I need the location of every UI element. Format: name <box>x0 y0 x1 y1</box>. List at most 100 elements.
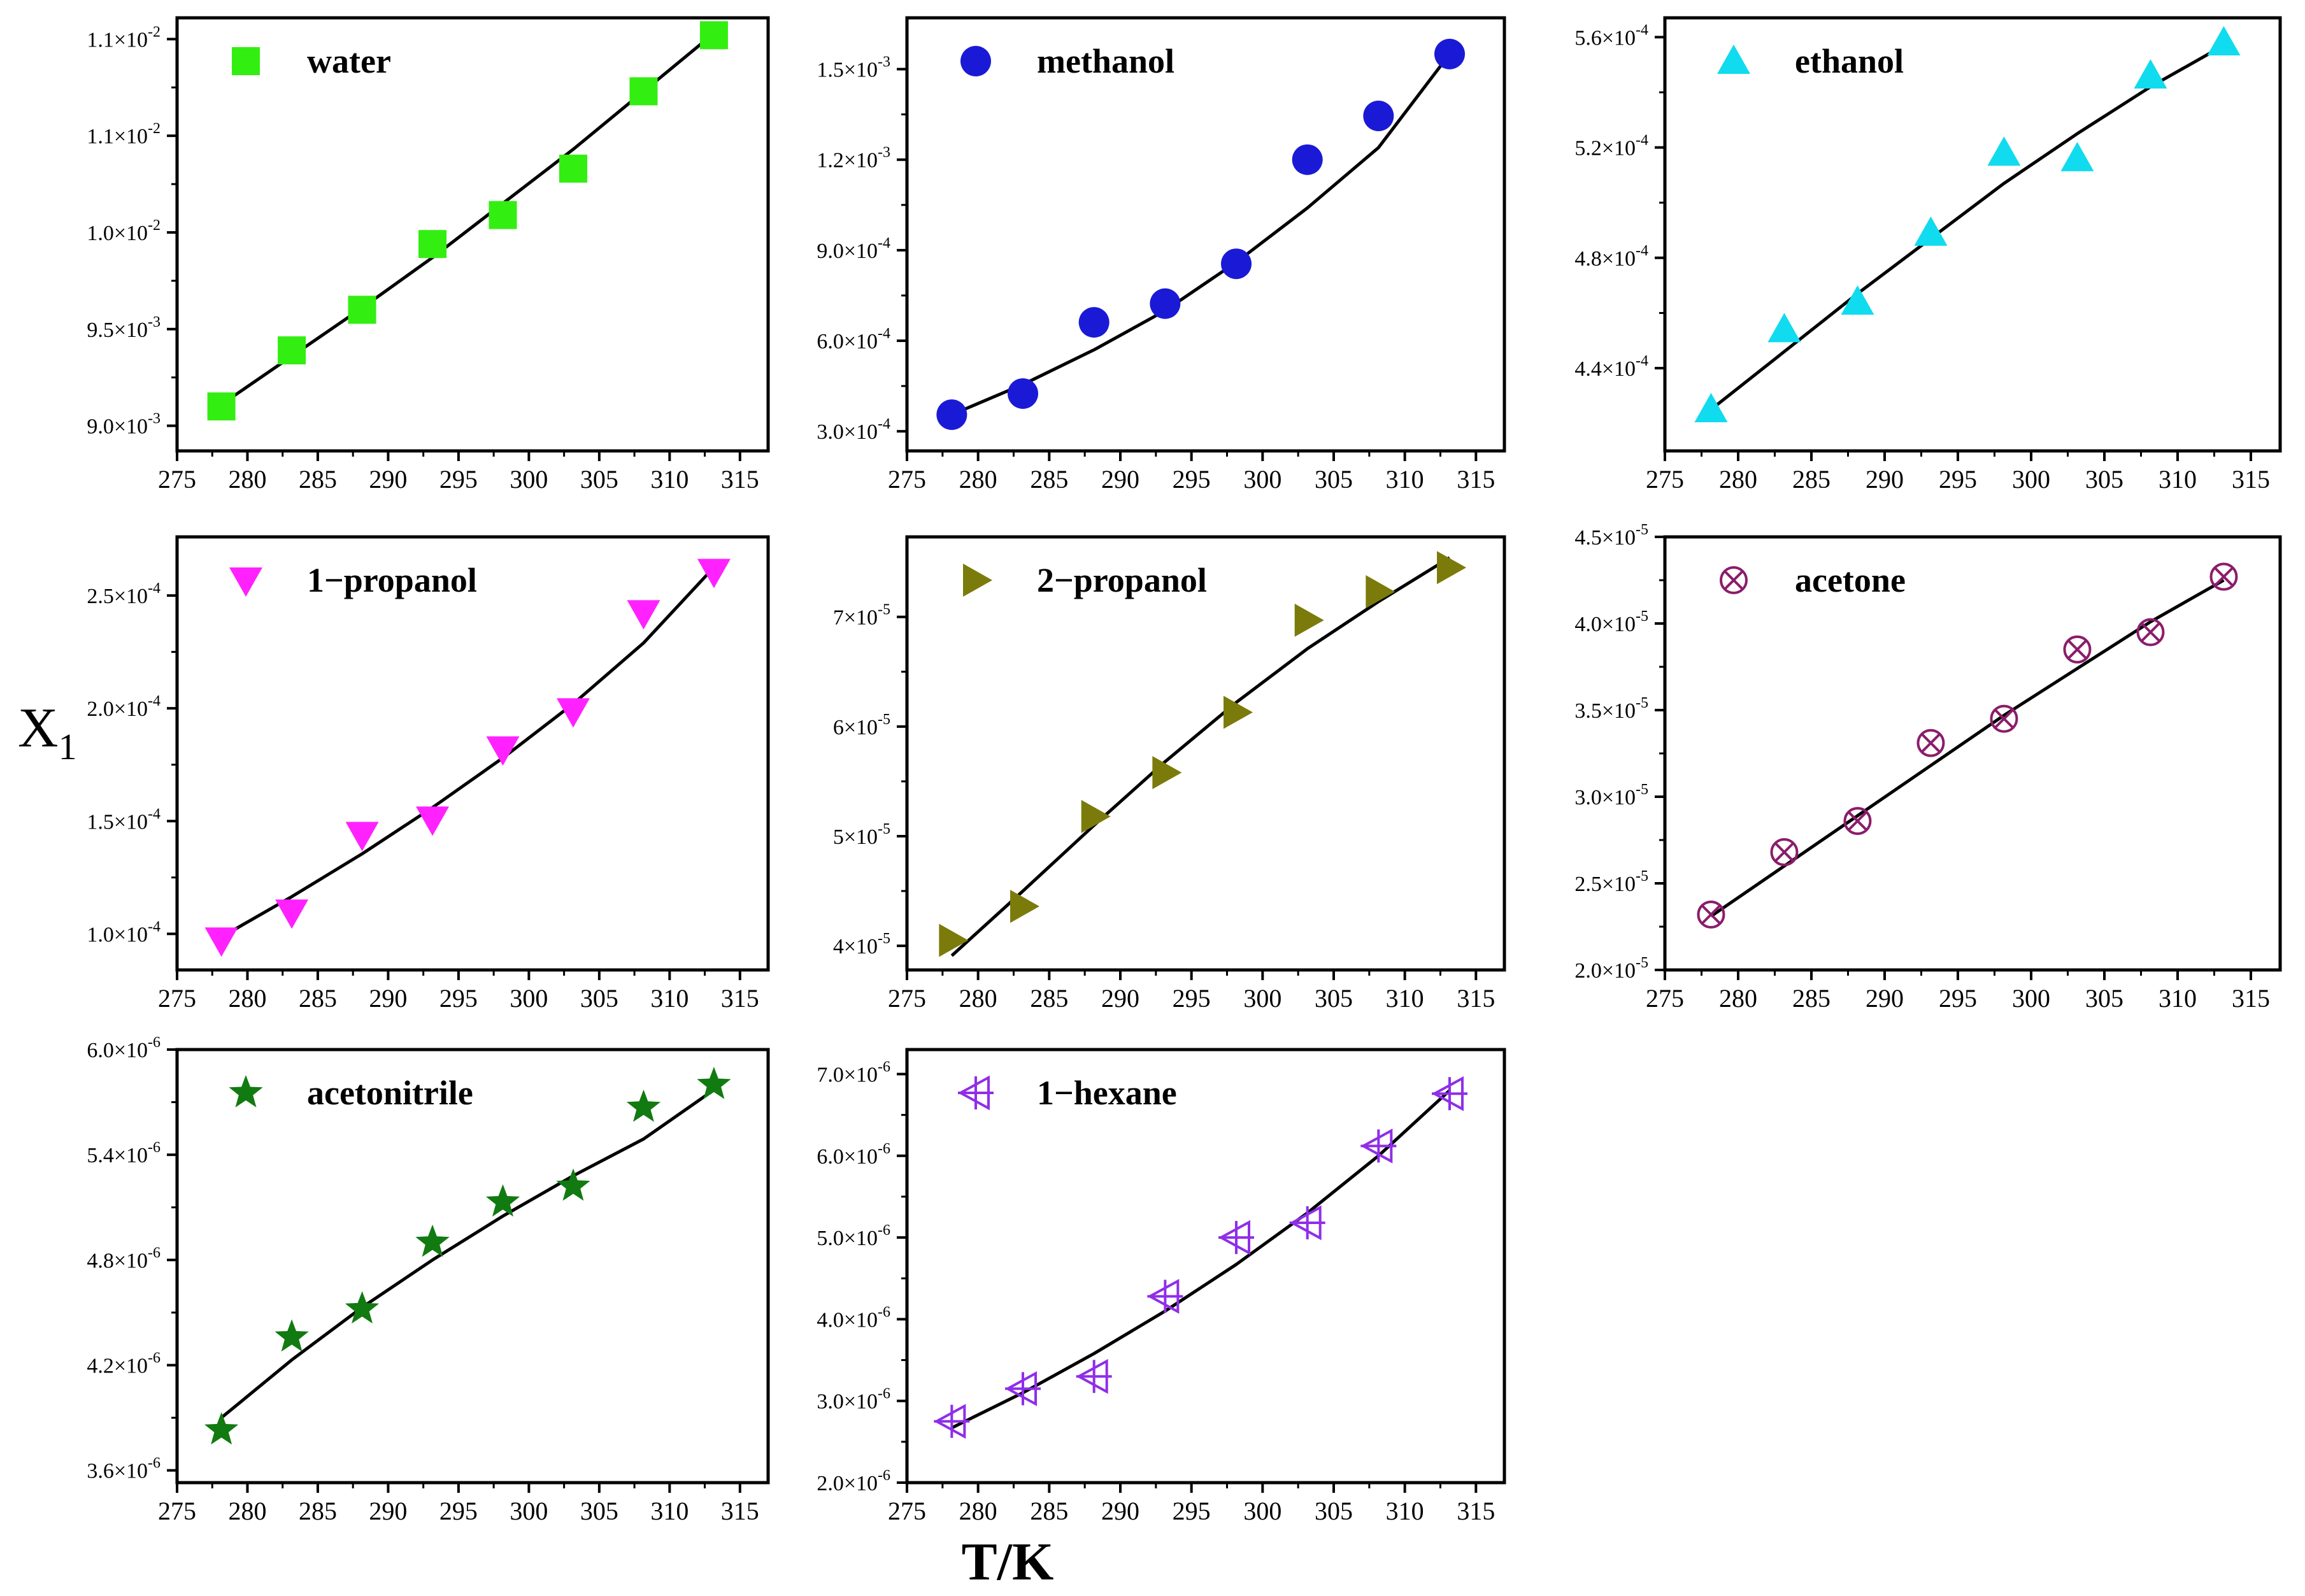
data-point <box>2207 25 2241 55</box>
legend-label: methanol <box>1037 42 1174 80</box>
data-point <box>345 1291 380 1324</box>
plot-frame <box>905 535 1506 972</box>
data-point <box>348 296 376 324</box>
panels: 275 280 285 290 295 300 305 310 315 9.0×10-3 9.5×1… <box>87 16 2282 1525</box>
legend-label: acetone <box>1795 561 1906 599</box>
data-point <box>697 559 731 588</box>
x-tick-label: 285 <box>299 1497 337 1525</box>
x-tick-label: 295 <box>439 1497 478 1525</box>
x-tick-label: 315 <box>1457 1497 1495 1525</box>
y-tick-label: 6.0×10-4 <box>817 325 890 353</box>
data-point <box>1916 729 1945 757</box>
x-tick-label: 315 <box>1457 465 1495 494</box>
data-point <box>556 1168 590 1201</box>
plot-frame <box>175 535 770 972</box>
x-tick-label: 305 <box>580 1497 618 1525</box>
data-point <box>1694 393 1728 423</box>
data-point <box>934 1404 970 1439</box>
data-point <box>1437 551 1467 585</box>
y-tick-label: 4.0×10-6 <box>817 1304 890 1332</box>
data-point <box>627 600 660 630</box>
y-tick-label: 7×10-5 <box>833 602 890 630</box>
data-point <box>1767 313 1801 343</box>
y-tick-label: 1.0×10-4 <box>87 918 161 946</box>
legend-label: acetonitrile <box>307 1074 473 1112</box>
legend-marker <box>232 47 260 75</box>
x-tick-label: 275 <box>888 1497 926 1525</box>
data-point <box>1914 216 1948 246</box>
x-tick-label: 310 <box>1386 984 1424 1013</box>
data-point <box>699 21 728 50</box>
fit-curve <box>220 566 715 939</box>
y-tick-label: 3.0×10-6 <box>817 1386 890 1414</box>
x-tick-label: 310 <box>650 1497 689 1525</box>
data-point <box>486 736 520 766</box>
x-tick-label: 275 <box>158 465 196 494</box>
x-tick-label: 300 <box>510 1497 548 1525</box>
y-tick-label: 1.1×10-2 <box>87 120 161 148</box>
y-tick-label: 2.0×10-4 <box>87 693 161 721</box>
y-tick-label: 4.8×10-6 <box>87 1244 161 1272</box>
x-tick-label: 275 <box>1646 984 1684 1013</box>
data-point <box>345 822 379 851</box>
x-tick-label: 280 <box>1719 984 1757 1013</box>
x-tick-label: 305 <box>1315 984 1353 1013</box>
x-tick-label: 310 <box>1386 465 1424 494</box>
y-tick-label: 2.0×10-6 <box>817 1467 890 1495</box>
y-tick-label: 3.0×10-5 <box>1574 781 1648 809</box>
x-tick-label: 315 <box>721 984 759 1013</box>
data-point <box>1990 704 2018 733</box>
x-tick-label: 305 <box>580 465 618 494</box>
y-tick-label: 3.5×10-5 <box>1574 695 1648 723</box>
data-point <box>1434 38 1466 69</box>
y-tick-label: 2.5×10-5 <box>1574 868 1648 896</box>
legend-label: 2−propanol <box>1037 561 1207 599</box>
x-tick-label: 280 <box>228 465 266 494</box>
x-tick-label: 310 <box>1386 1497 1424 1525</box>
y-tick-label: 6.0×10-6 <box>817 1141 890 1169</box>
data-point <box>1221 248 1252 280</box>
data-point <box>697 1067 731 1099</box>
panel-7: 275 280 285 290 295 300 305 310 315 3.6×10-6 4.2×1… <box>87 1034 770 1525</box>
legend-marker <box>229 567 262 597</box>
x-tick-label: 300 <box>510 984 548 1013</box>
x-tick-label: 295 <box>439 465 478 494</box>
x-tick-label: 275 <box>158 984 196 1013</box>
x-tick-label: 315 <box>2232 984 2270 1013</box>
data-point <box>1150 288 1181 319</box>
y-tick-label: 1.1×10-2 <box>87 24 161 52</box>
data-point <box>415 1224 450 1257</box>
fit-curve <box>220 1088 715 1420</box>
x-tick-label: 290 <box>1101 465 1139 494</box>
x-tick-label: 295 <box>439 984 478 1013</box>
x-tick-label: 290 <box>369 1497 407 1525</box>
fit-curve <box>1709 578 2225 918</box>
y-tick-label: 7.0×10-6 <box>817 1058 890 1087</box>
x-tick-label: 305 <box>1315 465 1353 494</box>
x-tick-label: 280 <box>959 1497 997 1525</box>
data-point <box>1697 900 1725 929</box>
data-point <box>2209 562 2238 591</box>
x-tick-label: 300 <box>2012 465 2050 494</box>
y-tick-label: 9.0×10-4 <box>817 235 890 263</box>
data-point <box>1292 144 1323 175</box>
y-tick-label: 1.2×10-3 <box>817 145 890 173</box>
x-tick-label: 285 <box>299 984 337 1013</box>
x-tick-label: 275 <box>888 984 926 1013</box>
panel-3: 275 280 285 290 295 300 305 310 315 4.4×10-4 4.8×1… <box>1574 16 2282 494</box>
x-tick-label: 315 <box>1457 984 1495 1013</box>
plot-frame <box>1663 16 2282 453</box>
panel-6: 275 280 285 290 295 300 305 310 315 2.0×10-5 2.5×1… <box>1574 522 2282 1013</box>
x-tick-label: 315 <box>721 465 759 494</box>
x-tick-label: 310 <box>650 984 689 1013</box>
data-point <box>418 230 447 259</box>
data-point <box>1987 136 2021 166</box>
data-point <box>2136 618 2165 646</box>
x-tick-label: 290 <box>1101 984 1139 1013</box>
legend-label: 1−propanol <box>307 561 477 599</box>
data-point <box>936 399 967 431</box>
data-point <box>2060 141 2094 171</box>
panel-5: 275 280 285 290 295 300 305 310 315 4×10-5 5×10-5 6… <box>833 535 1506 1013</box>
x-tick-label: 295 <box>1939 465 1977 494</box>
x-tick-label: 315 <box>721 1497 759 1525</box>
